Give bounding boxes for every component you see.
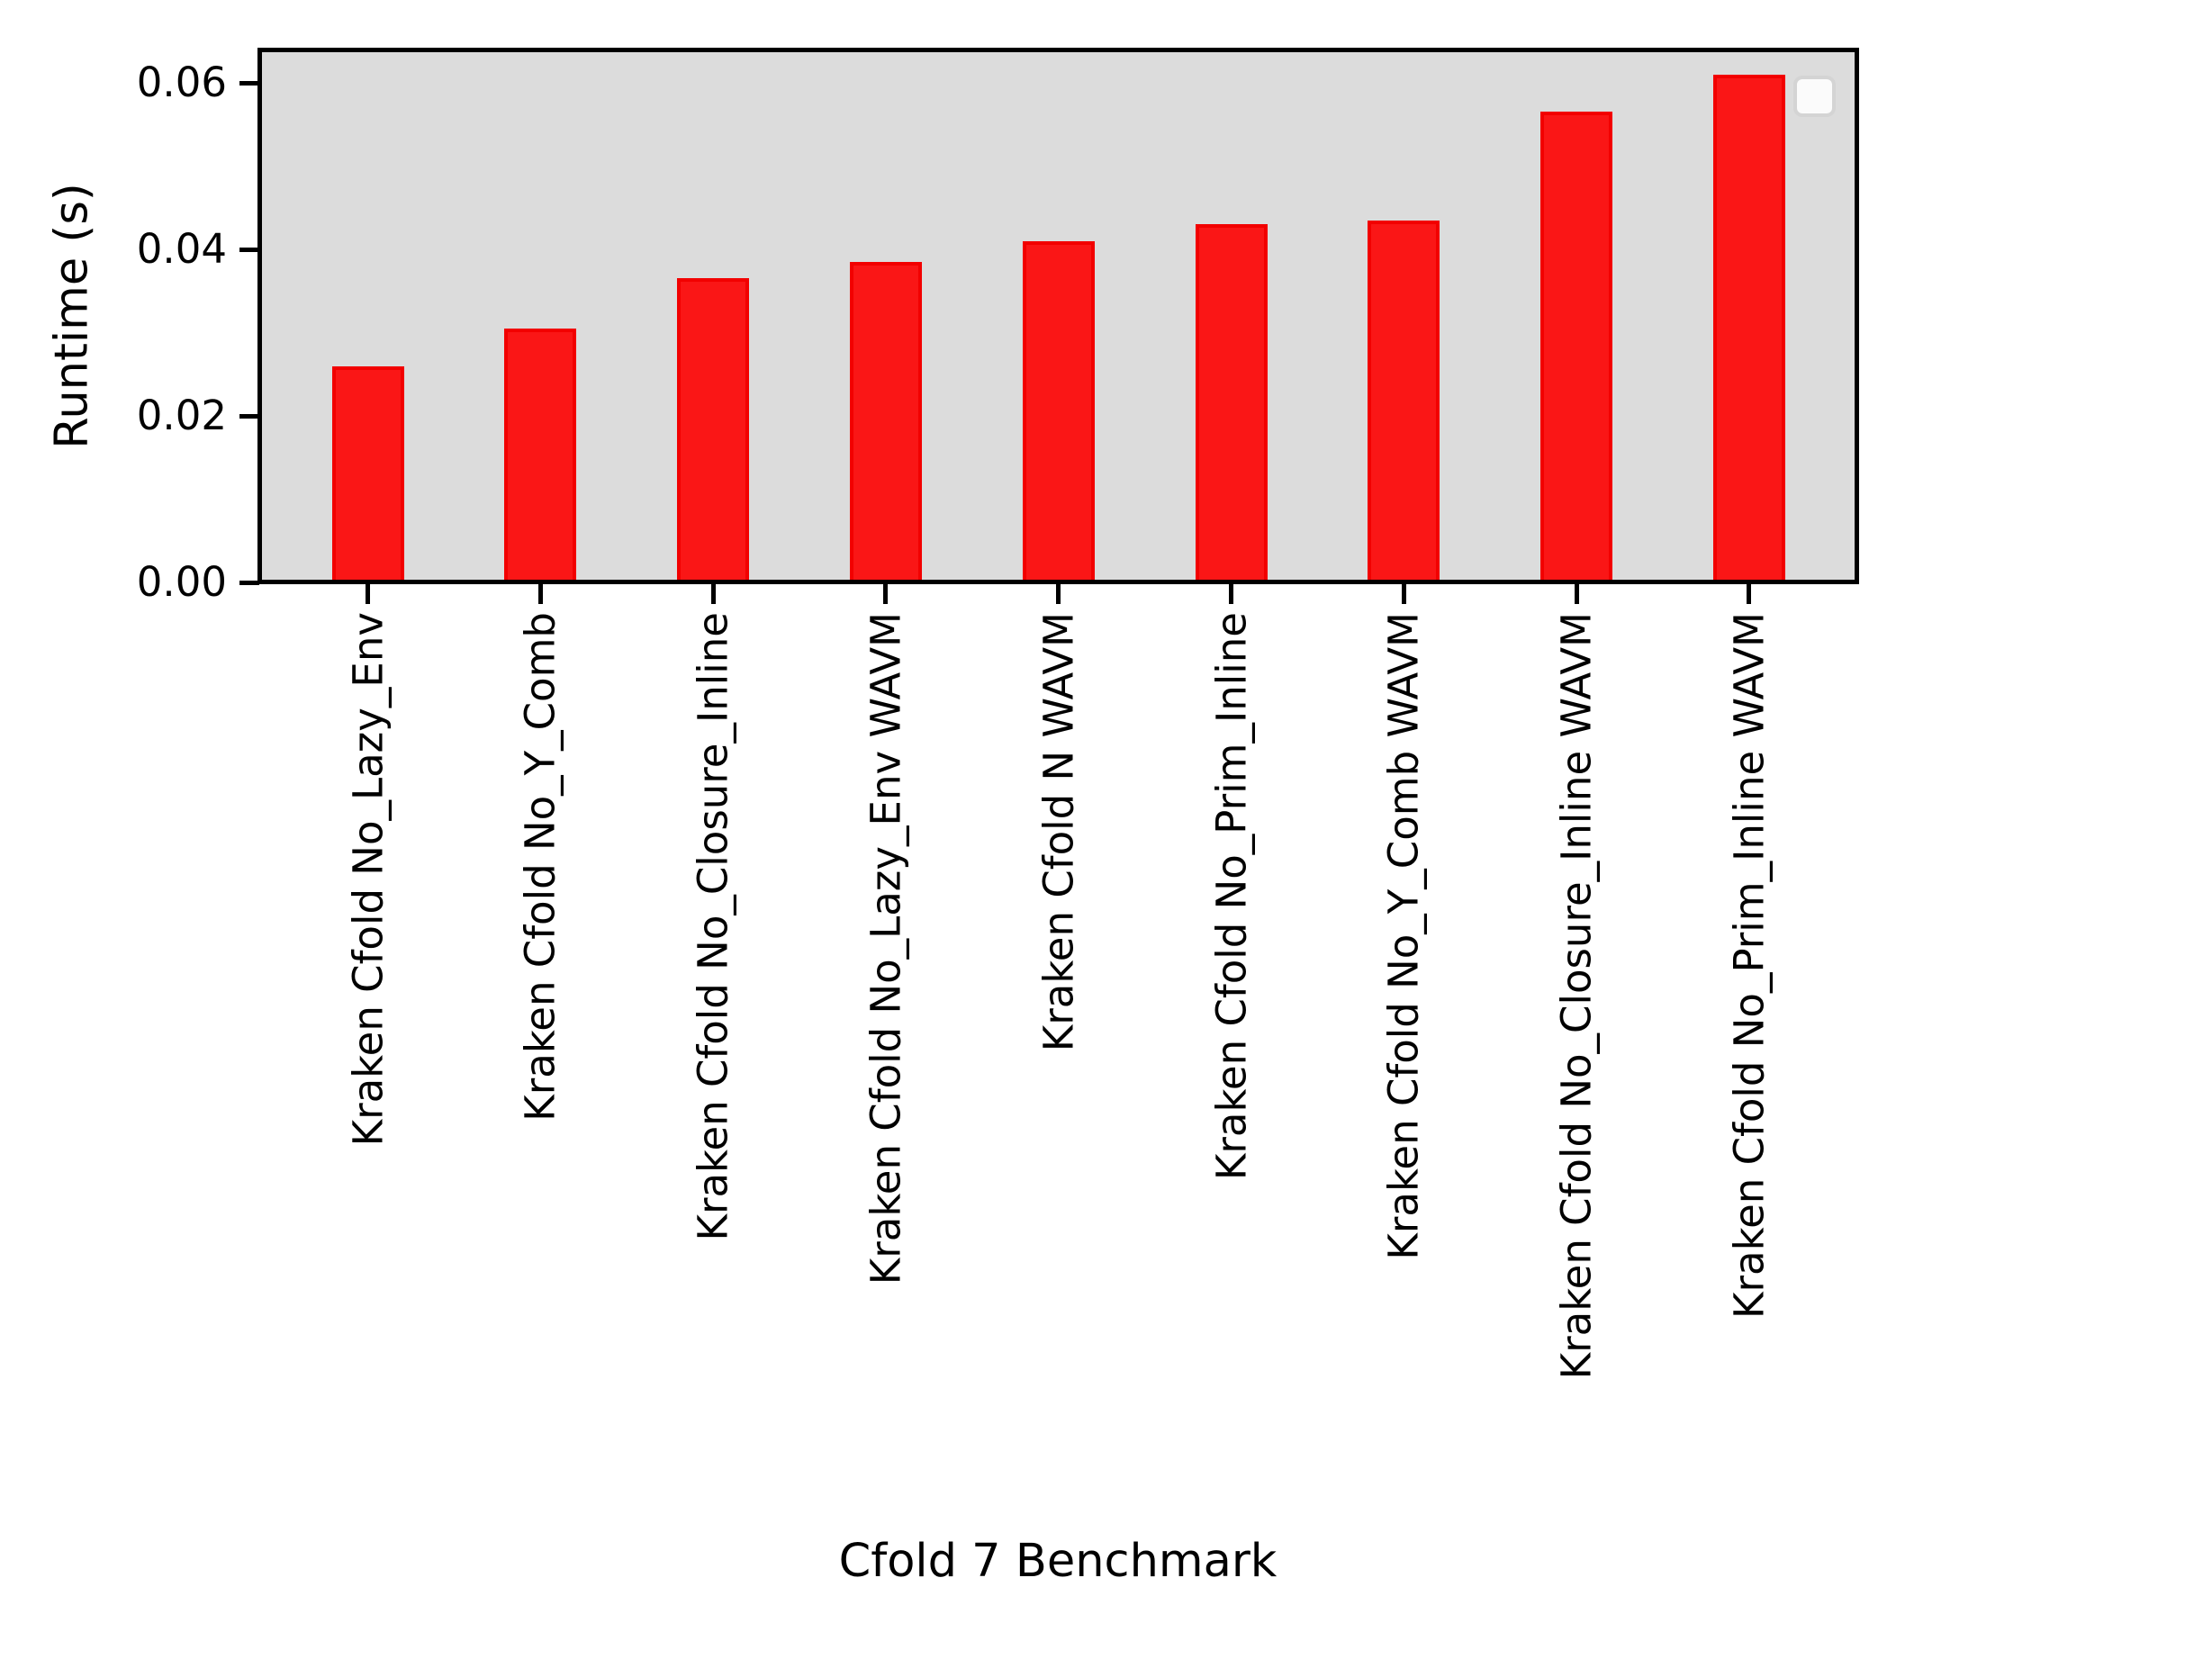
bar-kraken-cfold-no-lazy-env-wavm	[849, 261, 922, 582]
plot-top-spine	[257, 48, 1859, 52]
y-tick-label: 0.02	[136, 392, 227, 439]
bar-kraken-cfold-no-lazy-env	[331, 365, 404, 582]
x-tick-label: Kraken Cfold No_Closure_Inline WAVM	[1552, 612, 1601, 1380]
x-tick-label: Kraken Cfold N WAVM	[1034, 612, 1082, 1052]
bar-kraken-cfold-no-closure-inline-wavm	[1540, 112, 1613, 582]
x-tick-label: Kraken Cfold No_Lazy_Env WAVM	[862, 612, 910, 1285]
x-tick-mark	[366, 582, 370, 604]
bar-kraken-cfold-no-y-comb	[504, 328, 577, 582]
bar-kraken-cfold-no-y-comb-wavm	[1368, 220, 1440, 582]
y-tick-mark	[239, 80, 259, 86]
y-tick-label: 0.00	[136, 558, 227, 606]
x-tick-mark	[1574, 582, 1579, 604]
x-tick-label: Kraken Cfold No_Prim_Inline	[1206, 612, 1255, 1181]
y-tick-mark	[239, 413, 259, 419]
x-tick-label: Kraken Cfold No_Prim_Inline WAVM	[1725, 612, 1774, 1319]
y-axis-title: Runtime (s)	[45, 183, 99, 449]
y-axis-line	[257, 48, 262, 584]
bar-kraken-cfold-no-prim-inline	[1195, 224, 1268, 582]
y-tick-mark	[239, 580, 259, 585]
y-tick-label: 0.06	[136, 59, 227, 106]
plot-right-spine	[1855, 48, 1859, 584]
y-tick-label: 0.04	[136, 225, 227, 273]
plot-area	[259, 50, 1856, 582]
legend-box	[1793, 76, 1836, 117]
x-tick-mark	[710, 582, 716, 604]
bar-kraken-cfold-n-wavm	[1022, 240, 1095, 582]
bar-kraken-cfold-no-prim-inline-wavm	[1712, 74, 1785, 582]
x-tick-label: Kraken Cfold No_Lazy_Env	[343, 612, 392, 1147]
bar-kraken-cfold-no-closure-inline	[677, 278, 750, 582]
x-tick-mark	[1401, 582, 1406, 604]
y-tick-mark	[239, 247, 259, 252]
x-tick-mark	[537, 582, 543, 604]
x-tick-mark	[883, 582, 889, 604]
x-axis-line	[257, 580, 1859, 584]
x-tick-mark	[1056, 582, 1061, 604]
x-tick-label: Kraken Cfold No_Y_Comb	[516, 612, 564, 1122]
x-tick-label: Kraken Cfold No_Y_Comb WAVM	[1379, 612, 1428, 1260]
x-tick-mark	[1229, 582, 1233, 604]
x-tick-label: Kraken Cfold No_Closure_Inline	[689, 612, 737, 1241]
x-axis-title: Cfold 7 Benchmark	[838, 1535, 1278, 1588]
x-tick-mark	[1747, 582, 1752, 604]
